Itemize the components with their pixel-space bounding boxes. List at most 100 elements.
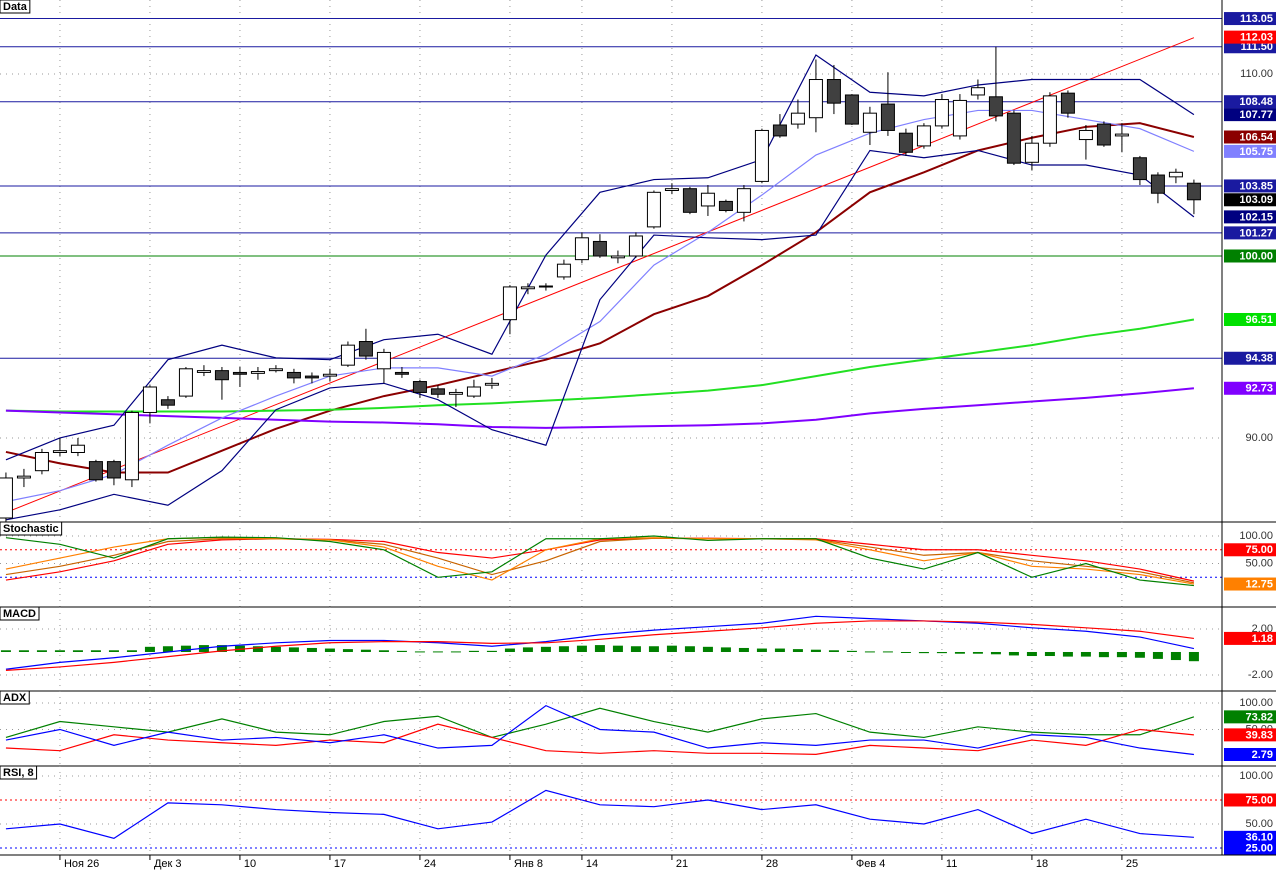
histogram-bar [1170, 651, 1181, 661]
price-tag-label: 112.03 [1240, 32, 1273, 44]
candle-body [1060, 92, 1075, 114]
price-tag [1224, 710, 1276, 724]
y-tick-label: 50.00 [1245, 557, 1273, 569]
price-tag [1224, 226, 1276, 240]
candle-body [952, 99, 967, 137]
price-tag [1224, 12, 1276, 26]
price-tag-label: 103.09 [1239, 194, 1273, 206]
candle-body [160, 399, 175, 406]
x-tick-label: Фев 4 [856, 858, 886, 870]
candle-body [358, 341, 373, 357]
histogram-bar [486, 650, 497, 652]
price-tag-label: 12.75 [1245, 578, 1273, 590]
histogram-bar [756, 648, 767, 652]
histogram-bar [288, 647, 299, 652]
candle-body [502, 286, 517, 321]
histogram-bar [90, 650, 101, 652]
y-tick-label: -2.00 [1248, 669, 1273, 681]
histogram-bar [108, 650, 119, 652]
series-line [5, 789, 1194, 840]
candle-body [430, 388, 445, 395]
y-tick-label: 50.00 [1245, 818, 1273, 830]
histogram-bar [576, 645, 587, 652]
series-line [5, 149, 1195, 521]
candle-body [664, 188, 679, 191]
histogram-bar [774, 648, 785, 652]
candle-body [16, 475, 31, 479]
price-tag-label: 102.15 [1239, 211, 1273, 223]
price-tag [1224, 830, 1276, 844]
price-tag [1224, 95, 1276, 109]
price-tag [1224, 351, 1276, 365]
histogram-bar [1134, 651, 1145, 658]
histogram-bar [324, 648, 335, 652]
candle-body [538, 285, 553, 288]
histogram-bar [468, 650, 479, 652]
histogram-bar [900, 651, 911, 653]
series-line [5, 318, 1195, 413]
histogram-bar [414, 651, 425, 653]
histogram-bar [540, 646, 551, 652]
series-line [5, 620, 1194, 672]
x-tick-label: 21 [676, 858, 688, 870]
histogram-bar [360, 649, 371, 652]
candle-body [1078, 129, 1093, 141]
candle-body [844, 94, 859, 125]
x-tick-label: 24 [424, 858, 436, 870]
x-tick-label: 14 [586, 858, 598, 870]
candle-body [862, 112, 877, 133]
candle-body [898, 132, 913, 153]
histogram-bar [1080, 651, 1091, 657]
histogram-bar [378, 650, 389, 652]
histogram-bar [432, 651, 443, 653]
series-line [5, 615, 1195, 670]
price-tag [1224, 312, 1276, 326]
histogram-bar [1044, 651, 1055, 657]
histogram-bar [1098, 651, 1109, 658]
price-tag-label: 108.48 [1239, 96, 1273, 108]
histogram-bar [954, 651, 965, 654]
x-tick-label: Дек 3 [154, 858, 182, 870]
candle-body [1114, 133, 1129, 137]
histogram-bar [504, 648, 515, 652]
histogram-bar [594, 645, 605, 652]
histogram-bar [396, 650, 407, 652]
price-tag [1224, 631, 1276, 645]
candle-body [610, 255, 625, 259]
price-tag [1224, 30, 1276, 44]
y-tick-label: 2.00 [1252, 623, 1273, 635]
price-tag-label: 111.50 [1241, 41, 1273, 53]
y-tick-label: 100.00 [1239, 530, 1273, 542]
price-tag [1224, 577, 1276, 591]
price-tag-label: 107.77 [1239, 109, 1273, 121]
candle-body [88, 461, 103, 481]
panel-title: Stochastic [3, 523, 59, 535]
series-line [5, 537, 1195, 582]
histogram-bar [882, 651, 893, 653]
panel-title-box [0, 690, 30, 705]
candle-body [340, 344, 355, 366]
candle-body [142, 386, 157, 413]
histogram-bar [1008, 651, 1019, 656]
price-tag-label: 1.18 [1252, 633, 1273, 645]
price-tag [1224, 841, 1276, 855]
candle-body [196, 370, 211, 373]
panel-title: RSI, 8 [3, 767, 34, 779]
histogram-bar [252, 646, 263, 652]
series-line [5, 387, 1195, 429]
candle-body [1186, 182, 1201, 201]
candle-body [484, 382, 499, 386]
price-tag-label: 101.27 [1239, 227, 1273, 239]
candle-body [106, 461, 121, 479]
candle-body [178, 368, 193, 397]
price-tag-label: 73.82 [1245, 711, 1273, 723]
candle-body [754, 129, 769, 182]
candle-body [808, 79, 823, 119]
series-line [5, 704, 1194, 756]
candle-body [1042, 95, 1057, 144]
histogram-bar [864, 651, 875, 653]
series-line [5, 535, 1194, 587]
price-tag [1224, 193, 1276, 207]
candle-body [646, 191, 661, 228]
